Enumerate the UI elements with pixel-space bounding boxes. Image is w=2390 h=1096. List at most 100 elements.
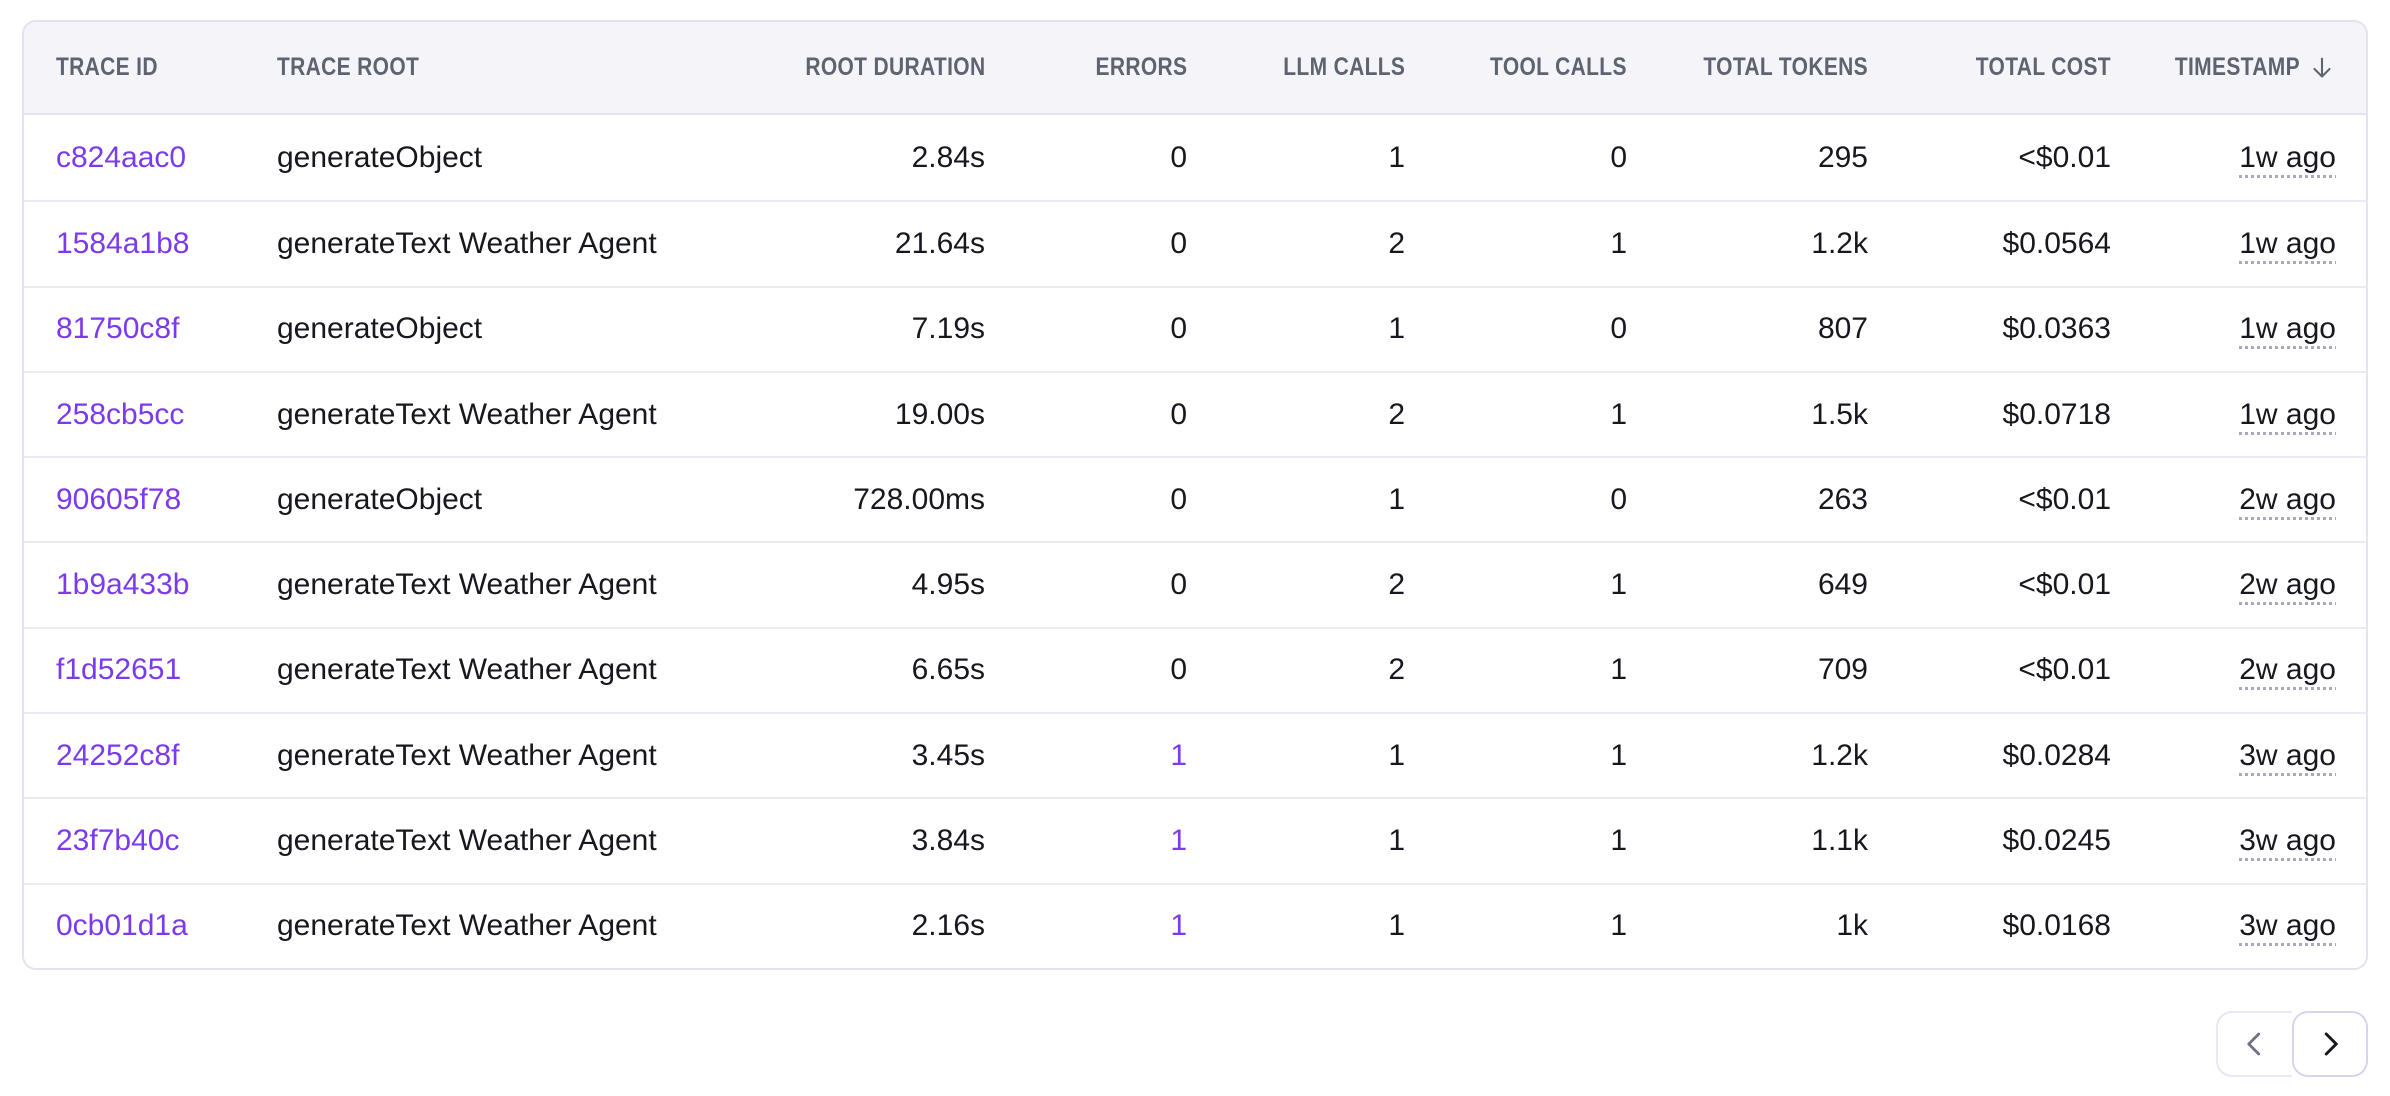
timestamp-cell: 1w ago [2111, 285, 2366, 371]
trace_id-cell: f1d52651 [24, 626, 277, 713]
total_cost-value: $0.0168 [2002, 909, 2111, 943]
trace_root-value: generateText Weather Agent [277, 397, 657, 431]
root_duration-cell: 2.84s [698, 115, 985, 201]
root_duration-value: 21.64s [894, 226, 985, 260]
column-header-root_duration[interactable]: ROOT DURATION [698, 22, 985, 115]
root_duration-cell: 7.19s [698, 285, 985, 371]
total_tokens-value: 263 [1817, 482, 1868, 516]
trace-id-link[interactable]: 90605f78 [56, 482, 182, 516]
trace-id-link[interactable]: 0cb01d1a [56, 909, 188, 943]
table-row[interactable]: 81750c8f generateObject 7.19s 0 1 0 807 $0.0363… [24, 285, 2366, 371]
total_cost-cell: $0.0245 [1868, 797, 2111, 883]
root_duration-value: 7.19s [911, 312, 985, 346]
pagination [0, 1010, 2368, 1077]
column-header-tool_calls[interactable]: TOOL CALLS [1405, 22, 1627, 115]
trace_root-value: generateText Weather Agent [277, 568, 657, 602]
timestamp-text[interactable]: 1w ago [2239, 397, 2336, 431]
timestamp-cell: 3w ago [2111, 712, 2366, 798]
total_cost-value: <$0.01 [2018, 482, 2111, 516]
trace-id-link[interactable]: 1b9a433b [56, 568, 190, 602]
tool_calls-cell: 0 [1405, 115, 1627, 201]
timestamp-text[interactable]: 2w ago [2239, 653, 2336, 687]
llm_calls-cell: 1 [1187, 797, 1405, 883]
total_tokens-cell: 1.2k [1627, 712, 1868, 798]
table-row[interactable]: 24252c8f generateText Weather Agent 3.45s 1… [24, 712, 2366, 798]
trace_root-cell: generateObject [277, 456, 698, 542]
trace-id-link[interactable]: 1584a1b8 [56, 226, 190, 260]
table-header-row: TRACE ID TRACE ROOT ROOT DURATION ERRORS LLM… [24, 22, 2366, 115]
timestamp-text[interactable]: 3w ago [2239, 909, 2336, 943]
error-count: 0 [1170, 568, 1187, 602]
error-count: 1 [1170, 738, 1187, 772]
column-header-trace_root[interactable]: TRACE ROOT [277, 22, 698, 115]
total_tokens-cell: 709 [1627, 626, 1868, 713]
total_tokens-cell: 649 [1627, 541, 1868, 627]
trace_root-value: generateText Weather Agent [277, 738, 657, 772]
trace_id-cell: 23f7b40c [24, 797, 277, 883]
root_duration-value: 728.00ms [853, 482, 985, 516]
tool_calls-value: 0 [1610, 140, 1627, 174]
tool_calls-cell: 1 [1405, 626, 1627, 713]
tool_calls-cell: 1 [1405, 541, 1627, 627]
tool_calls-value: 1 [1610, 824, 1627, 858]
table-row[interactable]: 23f7b40c generateText Weather Agent 3.84s 1… [24, 797, 2366, 883]
timestamp-text[interactable]: 1w ago [2239, 226, 2336, 260]
tool_calls-cell: 1 [1405, 712, 1627, 798]
column-header-errors[interactable]: ERRORS [985, 22, 1187, 115]
trace-id-link[interactable]: c824aac0 [56, 140, 187, 174]
total_tokens-value: 709 [1817, 653, 1868, 687]
prev-page-button[interactable] [2216, 1010, 2292, 1077]
trace_id-cell: 1584a1b8 [24, 200, 277, 286]
total_tokens-cell: 263 [1627, 456, 1868, 542]
timestamp-text[interactable]: 1w ago [2239, 312, 2336, 346]
total_cost-cell: <$0.01 [1868, 541, 2111, 627]
table-row[interactable]: 0cb01d1a generateText Weather Agent 2.16s 1… [24, 882, 2366, 968]
timestamp-cell: 2w ago [2111, 541, 2366, 627]
column-header-label: TOOL CALLS [1490, 53, 1627, 82]
trace-id-link[interactable]: 24252c8f [56, 738, 180, 772]
column-header-total_cost[interactable]: TOTAL COST [1868, 22, 2111, 115]
tool_calls-cell: 1 [1405, 797, 1627, 883]
timestamp-text[interactable]: 3w ago [2239, 738, 2336, 772]
table-row[interactable]: 258cb5cc generateText Weather Agent 19.00s… [24, 370, 2366, 457]
column-header-trace_id[interactable]: TRACE ID [24, 22, 277, 115]
column-header-timestamp[interactable]: TIMESTAMP [2111, 22, 2366, 115]
timestamp-text[interactable]: 2w ago [2239, 568, 2336, 602]
traces-table-header: TRACE ID TRACE ROOT ROOT DURATION ERRORS LLM… [24, 22, 2366, 115]
column-header-label: TOTAL TOKENS [1703, 53, 1868, 82]
tool_calls-value: 1 [1610, 226, 1627, 260]
total_tokens-cell: 1.5k [1627, 370, 1868, 457]
total_cost-value: <$0.01 [2018, 140, 2111, 174]
column-header-llm_calls[interactable]: LLM CALLS [1187, 22, 1405, 115]
llm_calls-value: 2 [1388, 226, 1405, 260]
table-row[interactable]: 1b9a433b generateText Weather Agent 4.95s 0… [24, 541, 2366, 627]
total_cost-value: $0.0718 [2002, 397, 2111, 431]
next-page-button[interactable] [2292, 1010, 2368, 1077]
table-row[interactable]: c824aac0 generateObject 2.84s 0 1 0 295 <$0.01 1… [24, 115, 2366, 201]
total_cost-value: $0.0564 [2002, 226, 2111, 260]
root_duration-cell: 4.95s [698, 541, 985, 627]
column-header-total_tokens[interactable]: TOTAL TOKENS [1627, 22, 1868, 115]
total_cost-cell: <$0.01 [1868, 626, 2111, 713]
total_tokens-value: 1.1k [1811, 824, 1868, 858]
error-count: 0 [1170, 397, 1187, 431]
table-row[interactable]: 90605f78 generateObject 728.00ms 0 1 0 263 <$0.… [24, 456, 2366, 542]
timestamp-cell: 1w ago [2111, 200, 2366, 286]
trace-id-link[interactable]: f1d52651 [56, 653, 182, 687]
trace-id-link[interactable]: 258cb5cc [56, 397, 185, 431]
timestamp-text[interactable]: 2w ago [2239, 482, 2336, 516]
table-row[interactable]: 1584a1b8 generateText Weather Agent 21.64s… [24, 200, 2366, 286]
trace_id-cell: 0cb01d1a [24, 882, 277, 968]
total_cost-cell: $0.0718 [1868, 370, 2111, 457]
timestamp-text[interactable]: 1w ago [2239, 140, 2336, 174]
traces-table-body: c824aac0 generateObject 2.84s 0 1 0 295 <$0.01 1… [24, 115, 2366, 968]
root_duration-cell: 2.16s [698, 882, 985, 968]
trace-id-link[interactable]: 23f7b40c [56, 824, 180, 858]
tool_calls-value: 0 [1610, 482, 1627, 516]
table-row[interactable]: f1d52651 generateText Weather Agent 6.65s 0… [24, 626, 2366, 713]
trace-id-link[interactable]: 81750c8f [56, 312, 180, 346]
timestamp-text[interactable]: 3w ago [2239, 824, 2336, 858]
total_cost-value: $0.0245 [2002, 824, 2111, 858]
llm_calls-cell: 2 [1187, 626, 1405, 713]
llm_calls-value: 2 [1388, 397, 1405, 431]
